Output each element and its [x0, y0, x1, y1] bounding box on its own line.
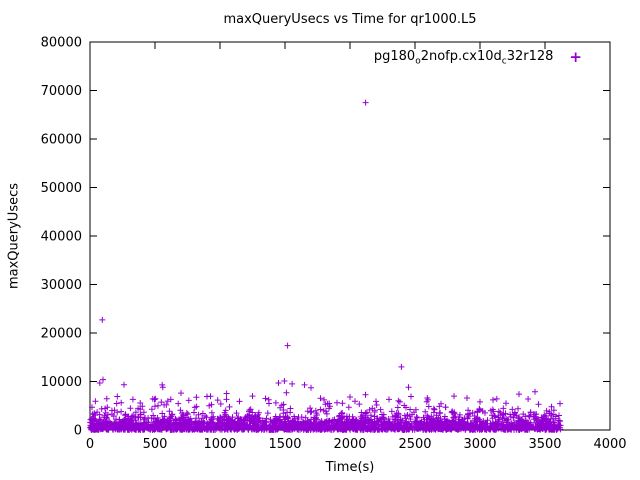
- x-tick-label: 1000: [203, 437, 236, 452]
- scatter-points: [87, 99, 564, 433]
- y-tick-label: 60000: [41, 133, 82, 148]
- x-tick-label: 500: [143, 437, 168, 452]
- axis-frame: [89, 41, 611, 431]
- y-tick-label: 80000: [41, 36, 82, 51]
- legend-label: pg180o2nofp.cx10dc32r128: [373, 49, 554, 67]
- x-tick-label: 0: [86, 437, 94, 452]
- y-tick-label: 20000: [41, 327, 82, 342]
- legend-entry: pg180o2nofp.cx10dc32r128 +: [374, 49, 582, 67]
- chart-title: maxQueryUsecs vs Time for qr1000.L5: [223, 12, 477, 27]
- y-tick-label: 40000: [41, 230, 82, 245]
- plus-marker-icon: +: [569, 48, 582, 67]
- x-tick-label: 2500: [398, 437, 431, 452]
- y-tick-label: 10000: [41, 375, 82, 390]
- y-tick-label: 50000: [41, 181, 82, 196]
- x-tick-label: 2000: [333, 437, 366, 452]
- x-tick-label: 3500: [528, 437, 561, 452]
- x-axis-title: Time(s): [325, 460, 375, 475]
- x-tick-label: 1500: [268, 437, 301, 452]
- y-tick-label: 0: [74, 424, 82, 439]
- x-tick-label: 3000: [463, 437, 496, 452]
- y-tick-label: 70000: [41, 84, 82, 99]
- x-tick-label: 4000: [593, 437, 626, 452]
- y-tick-label: 30000: [41, 278, 82, 293]
